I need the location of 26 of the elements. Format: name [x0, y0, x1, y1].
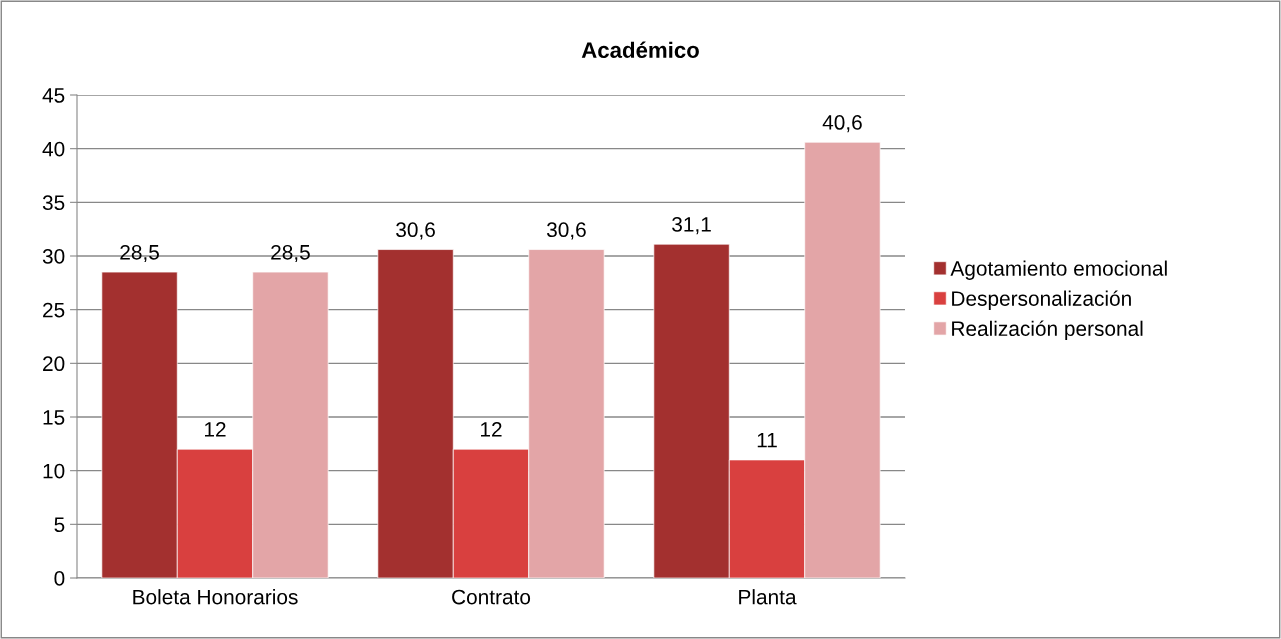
chart-title: Académico: [581, 41, 699, 58]
y-tick-label: 30: [42, 249, 65, 264]
y-tick-label: 45: [42, 88, 65, 103]
data-label: 28,5: [120, 244, 159, 263]
data-label: 11: [757, 432, 777, 448]
y-tick-label: 35: [42, 195, 65, 211]
x-tick-label: Contrato: [452, 589, 531, 605]
data-label: 12: [481, 422, 502, 437]
legend-label: Agotamiento emocional: [950, 260, 1167, 280]
y-tick-label: 25: [43, 302, 65, 318]
x-tick-label: Planta: [739, 589, 797, 605]
legend-label: Realización personal: [952, 320, 1143, 341]
data-label: 30,6: [546, 222, 586, 240]
legend-label: Despersonalización: [952, 290, 1131, 311]
y-tick-label: 15: [43, 410, 65, 425]
x-tick-label: Boleta Honorarios: [133, 589, 298, 605]
y-tick-label: 20: [43, 356, 65, 372]
data-label: 40,6: [822, 115, 862, 133]
data-label: 31,1: [672, 216, 711, 235]
data-label: 28,5: [271, 244, 310, 263]
y-tick-label: 0: [54, 571, 65, 586]
data-label: 30,6: [396, 222, 435, 240]
y-tick-label: 5: [54, 517, 65, 533]
y-tick-label: 10: [43, 463, 65, 479]
y-tick-label: 40: [42, 141, 65, 157]
data-label: 12: [205, 422, 226, 437]
